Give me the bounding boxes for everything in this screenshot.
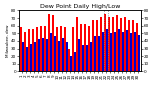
Bar (78, 39, 80, 71)
Bar (62, 38, 64, 71)
Bar (34, 42, 36, 71)
Bar (88, 26, 90, 71)
Bar (116, 15, 118, 71)
Bar (136, 23, 138, 71)
Bar (112, 17, 114, 71)
Bar (40, 26, 42, 71)
Bar (134, 32, 136, 71)
Bar (54, 36, 56, 71)
Bar (52, 15, 54, 71)
Bar (28, 29, 30, 71)
Bar (74, 52, 76, 71)
Bar (72, 27, 74, 71)
Bar (86, 45, 88, 71)
Bar (22, 42, 24, 71)
Bar (44, 26, 46, 71)
Bar (30, 44, 32, 71)
Bar (106, 29, 108, 71)
Bar (56, 27, 58, 71)
Bar (96, 20, 98, 71)
Bar (82, 45, 84, 71)
Bar (100, 17, 102, 71)
Bar (46, 39, 48, 71)
Bar (130, 33, 132, 71)
Bar (122, 32, 124, 71)
Bar (118, 29, 120, 71)
Bar (110, 33, 112, 71)
Bar (132, 20, 134, 71)
Bar (20, 27, 22, 71)
Bar (76, 17, 78, 71)
Bar (114, 32, 116, 71)
Bar (50, 33, 52, 71)
Bar (108, 17, 110, 71)
Bar (66, 42, 68, 71)
Bar (94, 36, 96, 71)
Bar (126, 30, 128, 71)
Bar (24, 32, 26, 71)
Bar (138, 35, 140, 71)
Bar (80, 24, 82, 71)
Bar (92, 20, 94, 71)
Bar (102, 32, 104, 71)
Bar (70, 56, 72, 71)
Bar (120, 18, 122, 71)
Y-axis label: Milwaukee, dew: Milwaukee, dew (6, 25, 10, 57)
Bar (90, 42, 92, 71)
Bar (124, 17, 126, 71)
Bar (32, 29, 34, 71)
Bar (60, 26, 62, 71)
Bar (48, 14, 50, 71)
Bar (68, 49, 70, 71)
Bar (104, 14, 106, 71)
Bar (128, 20, 130, 71)
Bar (42, 38, 44, 71)
Bar (64, 27, 66, 71)
Bar (84, 24, 86, 71)
Bar (38, 39, 40, 71)
Bar (58, 41, 60, 71)
Bar (98, 36, 100, 71)
Bar (26, 47, 28, 71)
Bar (36, 27, 38, 71)
Title: Dew Point Daily High/Low: Dew Point Daily High/Low (40, 4, 120, 9)
